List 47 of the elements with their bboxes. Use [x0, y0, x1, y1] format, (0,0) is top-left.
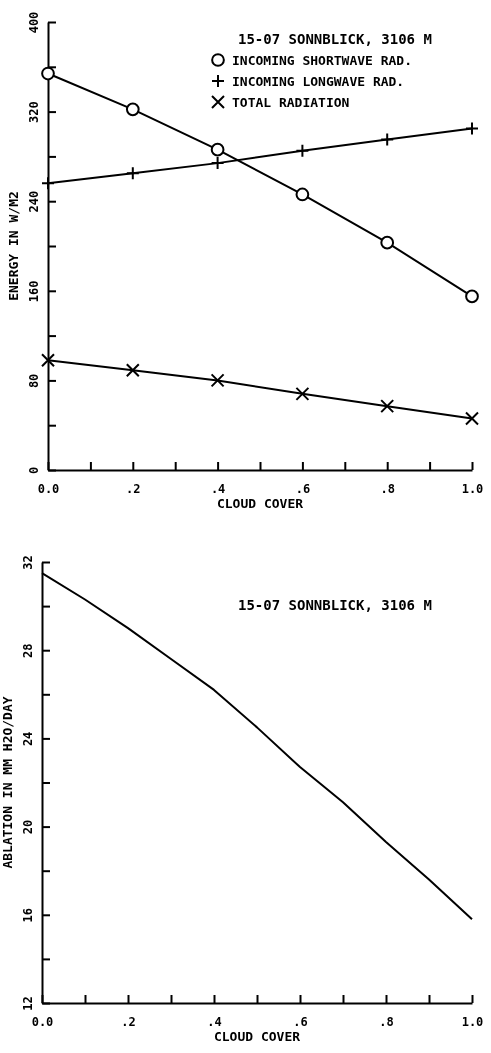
point: [295, 386, 310, 401]
point: [125, 166, 140, 181]
y-tick-label: 0: [27, 466, 41, 475]
point: [380, 399, 395, 414]
y-tick-label: 240: [27, 190, 41, 213]
y-tick-label: 24: [21, 731, 35, 747]
y-tick-label: 12: [21, 996, 35, 1011]
y-axis-title: ENERGY IN W/M2: [6, 191, 21, 301]
x-tick-label: .2: [121, 1014, 136, 1029]
point: [210, 373, 225, 388]
x-tick-label: .2: [126, 481, 141, 496]
point: [380, 235, 395, 250]
text: 15-07 SONNBLICK, 3106 M: [238, 31, 432, 47]
point: [125, 102, 140, 117]
x-tick-label: 1.0: [461, 481, 484, 496]
y-axis-title: ABLATION IN MM H2O/DAY: [0, 696, 15, 869]
legend-label: INCOMING LONGWAVE RAD.: [232, 74, 405, 89]
point: [465, 289, 479, 304]
y-tick-label: 20: [21, 819, 35, 835]
text: 15-07 SONNBLICK, 3106 M: [238, 597, 432, 613]
x-tick-label: 1.0: [461, 1014, 484, 1029]
x-tick-label: 0.0: [31, 1014, 54, 1029]
legend-label: INCOMING SHORTWAVE RAD.: [232, 53, 413, 68]
y-tick-label: 160: [27, 280, 41, 303]
point: [465, 411, 479, 426]
x-tick-label: .8: [380, 481, 395, 496]
x-tick-label: .4: [207, 1014, 222, 1029]
point: [125, 363, 140, 378]
y-tick-label: 320: [27, 101, 41, 123]
x-tick-label: 0.0: [37, 481, 60, 496]
y-tick-label: 32: [21, 555, 35, 570]
y-tick-label: 16: [21, 908, 35, 923]
x-tick-label: .6: [293, 1014, 308, 1029]
x-tick-label: .8: [379, 1014, 394, 1029]
x-tick-label: .6: [295, 481, 311, 496]
x-axis-title: CLOUD COVER: [213, 1029, 301, 1044]
y-tick-label: 400: [27, 11, 41, 34]
x-tick-label: .4: [210, 481, 226, 496]
point: [380, 132, 395, 147]
point: [210, 142, 225, 157]
point: [41, 66, 55, 81]
point: [41, 353, 55, 368]
y-tick-label: 28: [21, 643, 35, 658]
legend-label: TOTAL RADIATION: [232, 95, 350, 110]
point: [295, 187, 310, 202]
x-axis-title: CLOUD COVER: [216, 496, 304, 511]
y-tick-label: 80: [27, 373, 41, 389]
